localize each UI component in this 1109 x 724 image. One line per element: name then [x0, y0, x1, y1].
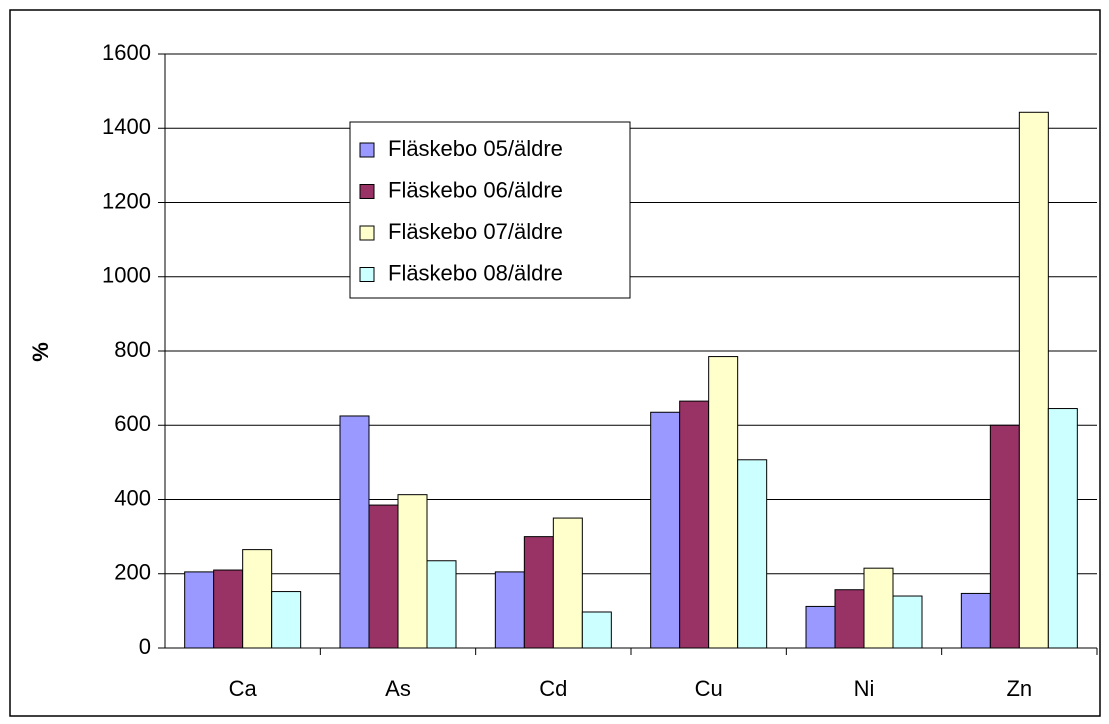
- bar: [523, 536, 554, 649]
- bar: [650, 411, 681, 649]
- bar: [552, 517, 583, 649]
- y-tick-label: 1400: [102, 114, 151, 139]
- bar: [834, 589, 865, 649]
- x-tick-label: Zn: [1006, 676, 1032, 701]
- y-tick-label: 200: [114, 560, 151, 585]
- bar: [397, 494, 428, 649]
- x-tick-label: Ca: [229, 676, 258, 701]
- x-tick-label: As: [385, 676, 411, 701]
- y-tick-label: 600: [114, 411, 151, 436]
- bar: [581, 611, 612, 649]
- legend-label: Fläskebo 08/äldre: [388, 260, 563, 285]
- y-tick-label: 1200: [102, 188, 151, 213]
- legend-label: Fläskebo 06/äldre: [388, 177, 563, 202]
- bar: [213, 569, 244, 649]
- bar: [271, 591, 302, 649]
- y-axis-label: %: [28, 342, 53, 362]
- bar: [494, 571, 525, 649]
- bar: [737, 459, 768, 649]
- x-tick-label: Ni: [854, 676, 875, 701]
- y-tick-label: 1000: [102, 263, 151, 288]
- bar: [989, 424, 1020, 649]
- bar: [426, 560, 457, 649]
- bar: [339, 415, 370, 649]
- bar: [805, 605, 836, 649]
- x-tick-label: Cd: [539, 676, 567, 701]
- legend-swatch: [359, 267, 375, 282]
- bar: [368, 504, 399, 649]
- legend-label: Fläskebo 05/äldre: [388, 136, 563, 161]
- legend-label: Fläskebo 07/äldre: [388, 219, 563, 244]
- bar: [708, 356, 739, 649]
- bar: [1047, 408, 1078, 649]
- x-tick-label: Cu: [695, 676, 723, 701]
- bar: [1018, 111, 1049, 649]
- legend-swatch: [359, 184, 375, 199]
- legend-box: [349, 121, 631, 299]
- bar: [892, 595, 923, 649]
- bar: [863, 567, 894, 649]
- y-tick-label: 800: [114, 337, 151, 362]
- legend-swatch: [359, 142, 375, 158]
- bar: [242, 549, 273, 649]
- bar: [184, 571, 215, 649]
- y-tick-label: 400: [114, 485, 151, 510]
- y-tick-label: 1600: [102, 40, 151, 65]
- legend-swatch: [359, 225, 375, 241]
- y-tick-label: 0: [139, 634, 151, 659]
- bar: [960, 592, 991, 649]
- bar: [679, 400, 710, 649]
